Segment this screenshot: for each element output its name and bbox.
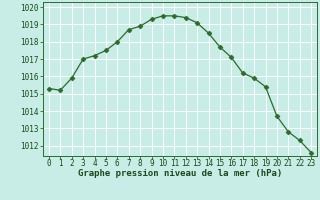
- X-axis label: Graphe pression niveau de la mer (hPa): Graphe pression niveau de la mer (hPa): [78, 169, 282, 178]
